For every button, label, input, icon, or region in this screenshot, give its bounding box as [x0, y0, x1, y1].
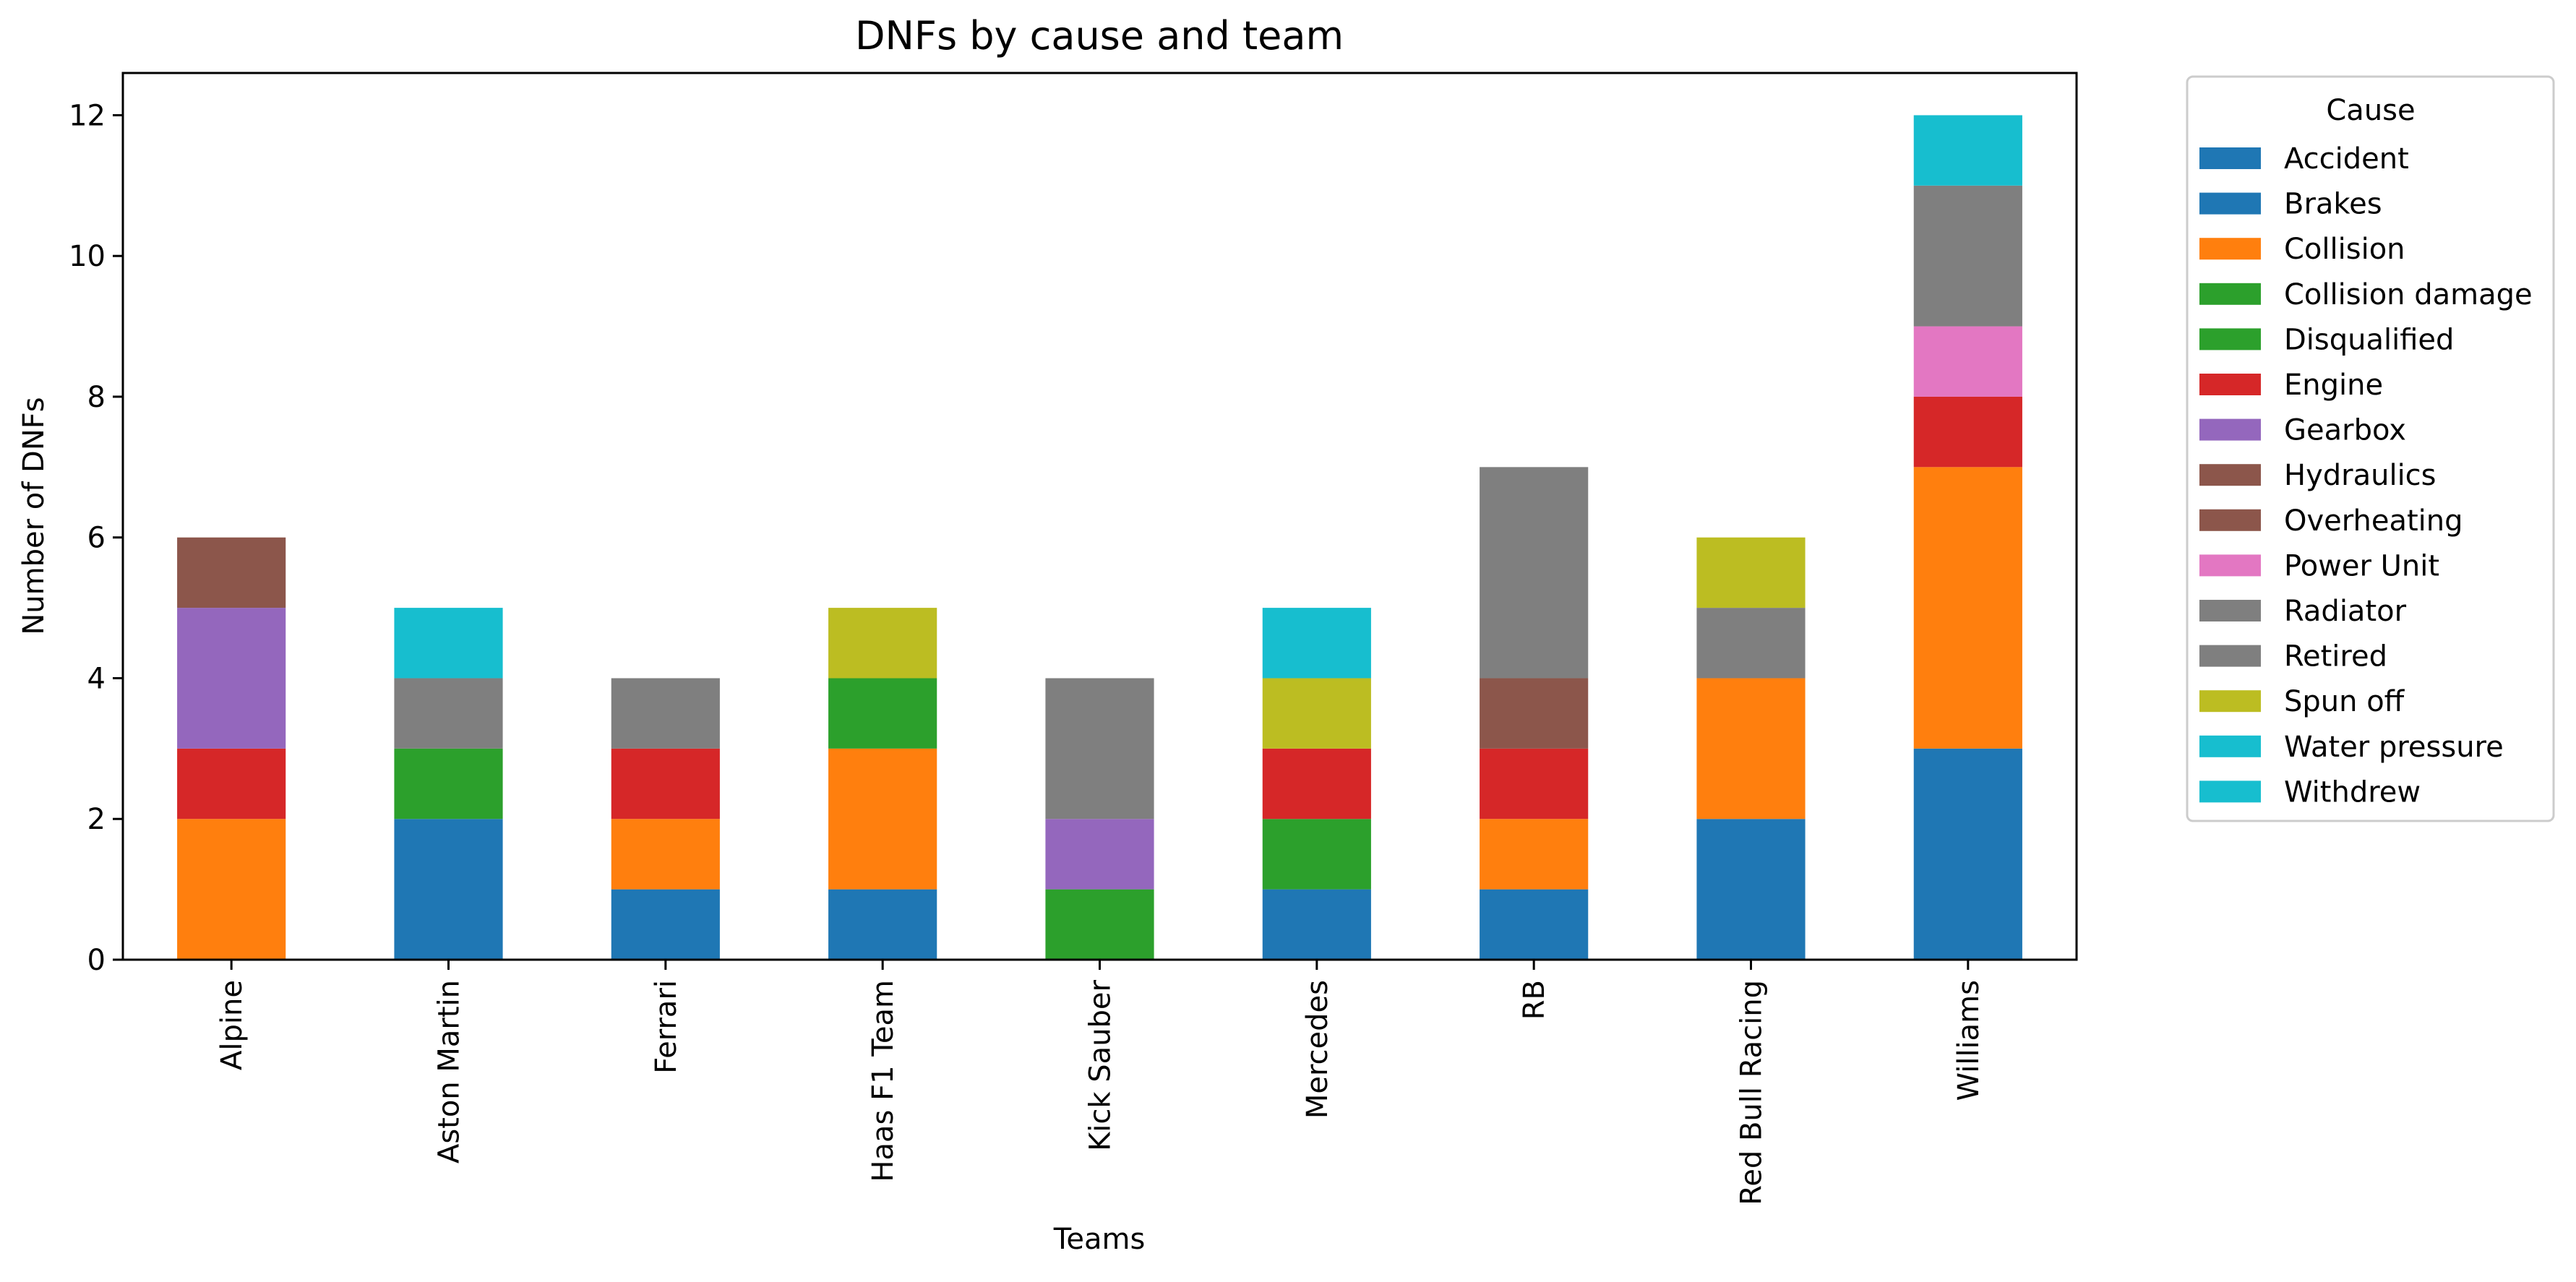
bar-segment: [1480, 678, 1589, 749]
legend-label: Overheating: [2284, 504, 2463, 538]
legend-swatch: [2199, 780, 2261, 803]
bar-segment: [1262, 819, 1371, 890]
y-tick-label: 0: [87, 944, 106, 977]
legend-swatch: [2199, 374, 2261, 395]
bar-segment: [394, 748, 503, 819]
bar-segment: [394, 678, 503, 749]
x-tick-label: Haas F1 Team: [867, 980, 900, 1182]
bar-segment: [828, 889, 937, 960]
x-tick-label: Williams: [1952, 980, 1985, 1101]
legend-label: Disqualified: [2284, 323, 2454, 356]
legend-swatch: [2199, 238, 2261, 260]
bar-segment: [1696, 608, 1806, 679]
legend-swatch: [2199, 418, 2261, 441]
x-tick-label: Mercedes: [1301, 980, 1334, 1119]
bar-segment: [1045, 889, 1154, 960]
legend-swatch: [2199, 192, 2261, 215]
legend-label: Retired: [2284, 640, 2387, 674]
y-tick-label: 10: [69, 240, 106, 273]
bar-segment: [611, 889, 720, 960]
x-axis: Alpine Aston Martin Ferrari Haas F1 Team Kic…: [215, 960, 1985, 1205]
bar-segment: [177, 608, 286, 749]
legend: Cause Accident Brakes Collision Collision d…: [2186, 75, 2555, 822]
legend-label: Collision: [2284, 233, 2405, 266]
bar-segment: [177, 748, 286, 819]
legend-label: Radiator: [2284, 595, 2407, 628]
bar-segment: [1480, 819, 1589, 890]
bar-segment: [1045, 819, 1154, 890]
bars-layer: [177, 115, 2022, 960]
legend-swatch: [2199, 735, 2261, 757]
legend-swatch: [2199, 283, 2261, 305]
y-tick-label: 6: [87, 522, 106, 555]
legend-swatch: [2199, 464, 2261, 486]
bar-segment: [1696, 678, 1806, 819]
bar-segment: [1262, 678, 1371, 749]
legend-swatch: [2199, 645, 2261, 667]
y-tick-label: 4: [87, 662, 106, 695]
bar-segment: [1262, 748, 1371, 819]
y-axis-label: Number of DNFs: [17, 397, 51, 634]
y-tick-label: 12: [69, 99, 106, 132]
bar-segment: [1913, 467, 2022, 749]
bar-segment: [1913, 748, 2022, 960]
legend-swatch: [2199, 509, 2261, 531]
bar-segment: [1480, 748, 1589, 819]
bar-segment: [1480, 467, 1589, 679]
bar-segment: [1913, 326, 2022, 397]
bar-segment: [394, 819, 503, 960]
bar-segment: [1696, 819, 1806, 960]
bar-segment: [611, 748, 720, 819]
bar-segment: [1480, 889, 1589, 960]
bar-segment: [611, 819, 720, 890]
legend-label: Engine: [2284, 369, 2383, 402]
bar-segment: [828, 748, 937, 890]
legend-label: Water pressure: [2284, 731, 2504, 764]
legend-label: Collision damage: [2284, 278, 2533, 311]
legend-swatch: [2199, 328, 2261, 350]
y-tick-label: 8: [87, 381, 106, 414]
legend-swatch: [2199, 147, 2261, 169]
x-tick-label: Kick Sauber: [1084, 979, 1117, 1150]
x-tick-label: Red Bull Racing: [1735, 980, 1769, 1205]
bar-segment: [828, 678, 937, 749]
legend-items: Accident Brakes Collision Collision damage D…: [2199, 142, 2533, 809]
legend-frame: [2186, 75, 2555, 822]
legend-label: Power Unit: [2284, 549, 2439, 582]
legend-label: Brakes: [2284, 188, 2382, 221]
bar-segment: [394, 608, 503, 679]
bar-segment: [177, 537, 286, 608]
x-tick-label: RB: [1518, 980, 1551, 1020]
x-axis-label: Teams: [1053, 1223, 1146, 1256]
legend-label: Spun off: [2284, 685, 2405, 718]
legend-swatch: [2199, 600, 2261, 621]
legend-swatch: [2199, 690, 2261, 713]
y-tick-label: 2: [87, 803, 106, 836]
bar-segment: [1913, 115, 2022, 186]
legend-title: Cause: [2326, 94, 2415, 127]
x-tick-label: Alpine: [215, 980, 249, 1070]
legend-swatch: [2199, 554, 2261, 577]
chart-title: DNFs by cause and team: [855, 13, 1344, 59]
bar-segment: [1262, 889, 1371, 960]
bar-segment: [177, 819, 286, 960]
bar-segment: [1262, 608, 1371, 679]
x-tick-label: Aston Martin: [433, 980, 466, 1163]
bar-segment: [1913, 396, 2022, 468]
bar-segment: [1045, 678, 1154, 819]
legend-label: Withdrew: [2284, 775, 2421, 809]
bar-segment: [611, 678, 720, 749]
bar-segment: [1913, 185, 2022, 327]
x-tick-label: Ferrari: [650, 980, 683, 1074]
bar-segment: [1696, 537, 1806, 608]
y-axis: 0 2 4 6 8 10 12: [69, 99, 123, 977]
legend-label: Hydraulics: [2284, 459, 2437, 492]
legend-label: Accident: [2284, 142, 2409, 176]
bar-segment: [828, 608, 937, 679]
legend-label: Gearbox: [2284, 414, 2406, 447]
